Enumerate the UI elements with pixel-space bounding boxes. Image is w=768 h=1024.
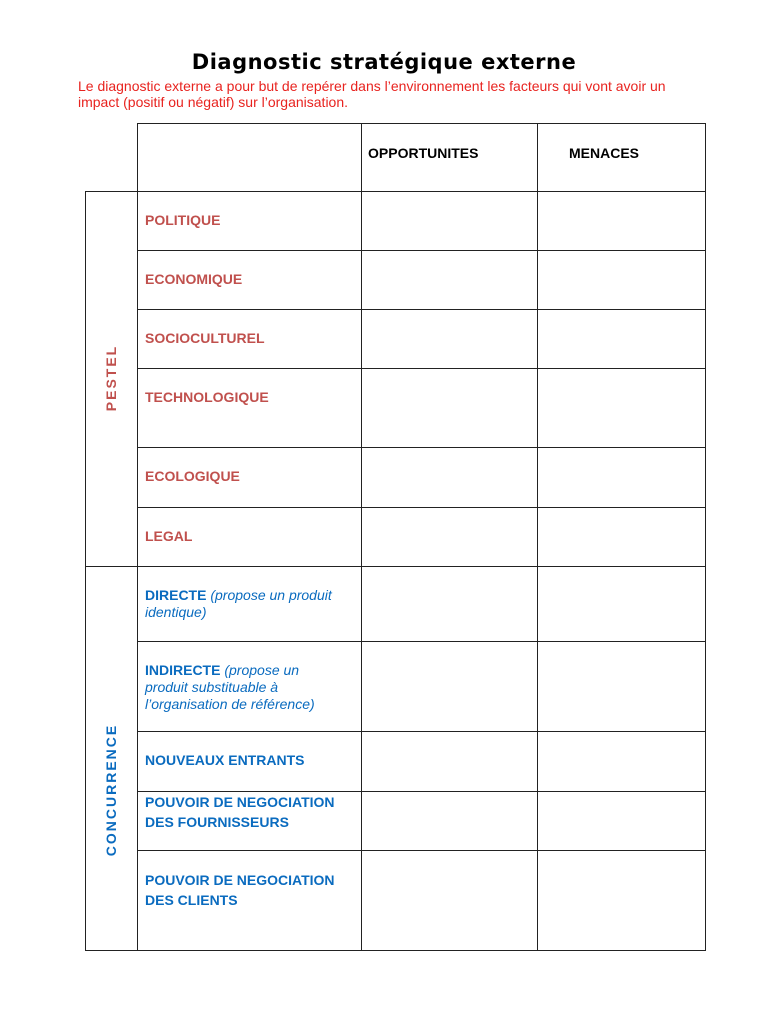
row-label-text: LEGAL bbox=[145, 528, 193, 544]
opportunites-input-cell[interactable] bbox=[361, 191, 538, 251]
menaces-input-cell[interactable] bbox=[537, 731, 706, 792]
opportunites-input-cell[interactable] bbox=[361, 566, 538, 642]
row-label-text: ECOLOGIQUE bbox=[145, 468, 240, 484]
row-label: POUVOIR DE NEGOCIATION DES CLIENTS bbox=[138, 870, 360, 910]
row-label-text: SOCIOCULTUREL bbox=[145, 330, 265, 346]
row-label-text: POUVOIR DE NEGOCIATION DES FOURNISSEURS bbox=[145, 794, 335, 830]
opportunites-input-cell[interactable] bbox=[361, 250, 538, 310]
row-label-text: TECHNOLOGIQUE bbox=[145, 389, 269, 405]
opportunites-input-cell[interactable] bbox=[361, 791, 538, 851]
header-opportunites: OPPORTUNITES bbox=[368, 145, 479, 161]
row-label-text: POLITIQUE bbox=[145, 212, 221, 228]
opportunites-input-cell[interactable] bbox=[361, 507, 538, 567]
opportunites-input-cell[interactable] bbox=[361, 447, 538, 508]
group-label-concurrence: CONCURRENCE bbox=[103, 723, 119, 857]
row-label: ECONOMIQUE bbox=[138, 271, 360, 288]
menaces-input-cell[interactable] bbox=[537, 850, 706, 951]
row-label-text: INDIRECTE bbox=[145, 662, 221, 678]
page-title: Diagnostic stratégique externe bbox=[191, 50, 577, 74]
row-label-cell bbox=[137, 368, 362, 448]
row-label-text: DIRECTE bbox=[145, 587, 207, 603]
row-label: NOUVEAUX ENTRANTS bbox=[138, 752, 360, 769]
menaces-input-cell[interactable] bbox=[537, 309, 706, 369]
menaces-input-cell[interactable] bbox=[537, 566, 706, 642]
row-label-note: (propose un produit substituable à l’org… bbox=[145, 662, 315, 712]
row-label: INDIRECTE (propose un produit substituab… bbox=[138, 662, 328, 713]
opportunites-input-cell[interactable] bbox=[361, 731, 538, 792]
group-label-pestel: PESTEL bbox=[103, 344, 119, 412]
menaces-input-cell[interactable] bbox=[537, 447, 706, 508]
row-label: ECOLOGIQUE bbox=[138, 468, 360, 485]
intro-text: Le diagnostic externe a pour but de repé… bbox=[78, 78, 666, 110]
menaces-input-cell[interactable] bbox=[537, 368, 706, 448]
row-label-text: NOUVEAUX ENTRANTS bbox=[145, 752, 305, 768]
row-label: POUVOIR DE NEGOCIATION DES FOURNISSEURS bbox=[138, 792, 360, 832]
menaces-input-cell[interactable] bbox=[537, 641, 706, 732]
header-empty-cell bbox=[137, 123, 362, 192]
row-label-note: (propose un produit identique) bbox=[145, 587, 332, 620]
row-label: TECHNOLOGIQUE bbox=[138, 389, 360, 406]
row-label-text: POUVOIR DE NEGOCIATION DES CLIENTS bbox=[145, 872, 335, 908]
opportunites-input-cell[interactable] bbox=[361, 850, 538, 951]
menaces-input-cell[interactable] bbox=[537, 791, 706, 851]
menaces-input-cell[interactable] bbox=[537, 250, 706, 310]
row-label: LEGAL bbox=[138, 528, 360, 545]
row-label: SOCIOCULTUREL bbox=[138, 330, 360, 347]
header-menaces: MENACES bbox=[569, 145, 640, 161]
row-label-text: ECONOMIQUE bbox=[145, 271, 243, 287]
row-label: POLITIQUE bbox=[138, 212, 360, 229]
menaces-input-cell[interactable] bbox=[537, 191, 706, 251]
menaces-input-cell[interactable] bbox=[537, 507, 706, 567]
opportunites-input-cell[interactable] bbox=[361, 641, 538, 732]
row-label: DIRECTE (propose un produit identique) bbox=[138, 587, 360, 621]
opportunites-input-cell[interactable] bbox=[361, 309, 538, 369]
opportunites-input-cell[interactable] bbox=[361, 368, 538, 448]
